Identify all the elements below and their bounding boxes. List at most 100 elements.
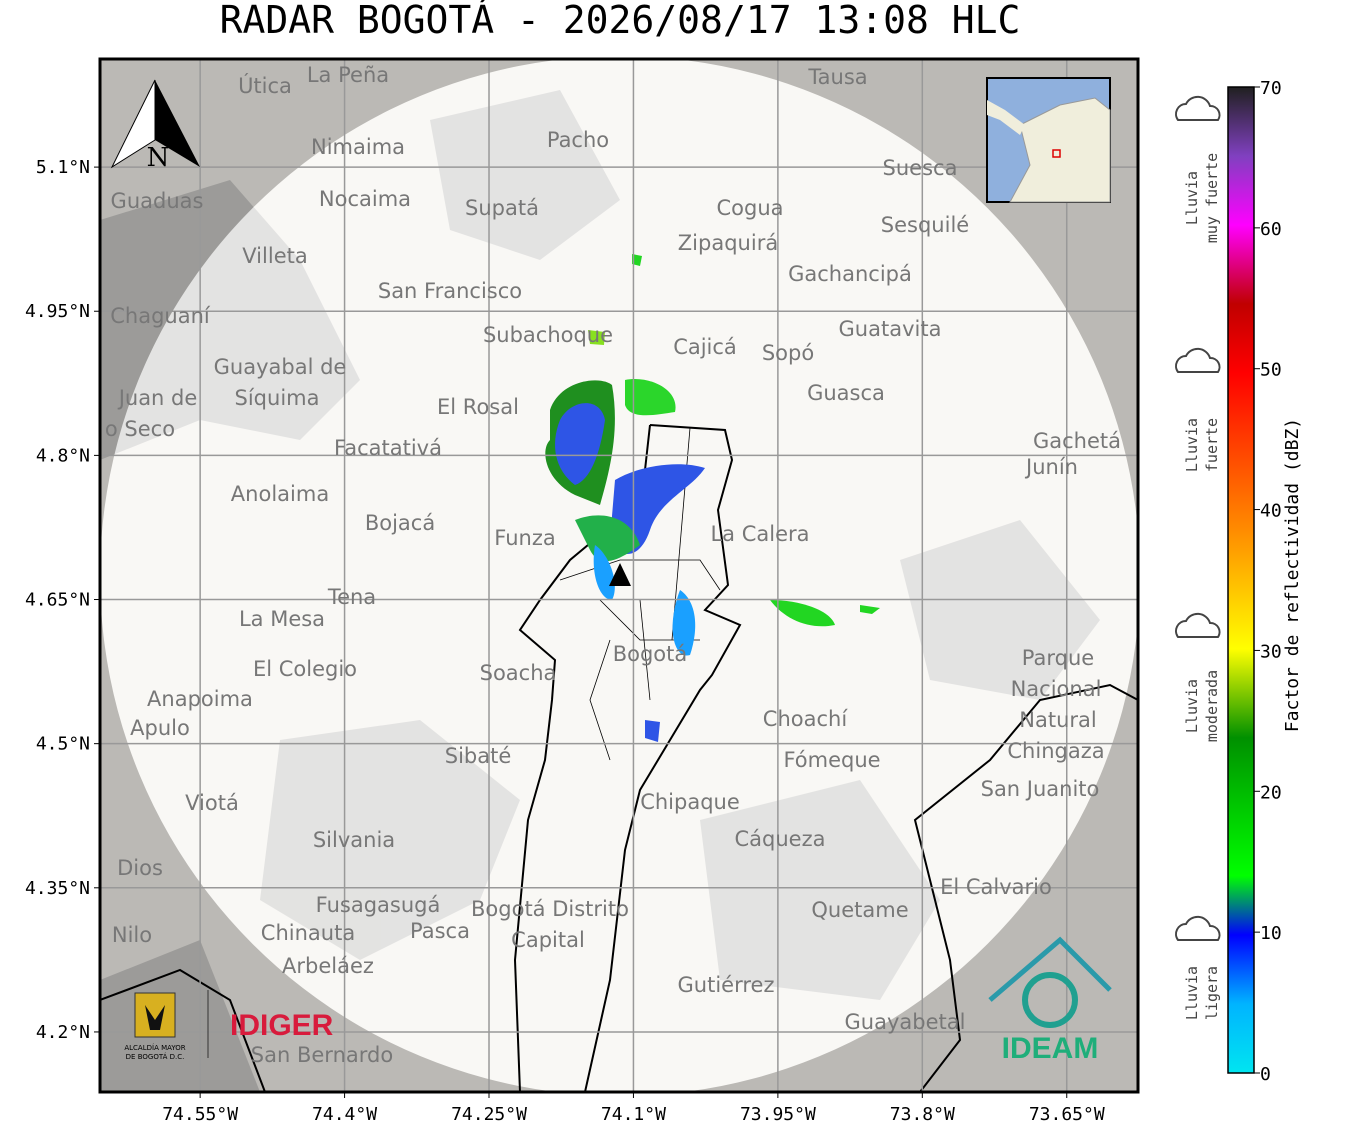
place-label: Fómeque: [783, 748, 880, 772]
place-label: Bojacá: [365, 511, 435, 535]
weather-icon: [1175, 612, 1221, 638]
place-label: Guaduas: [111, 189, 204, 213]
lon-tick-label: 73.95°W: [740, 1104, 816, 1125]
place-label: Parque: [1022, 646, 1094, 670]
axes: 5.1°N 4.95°N 4.8°N 4.65°N 4.5°N 4.35°N 4.2°N 74…: [25, 157, 1105, 1125]
place-label: San Juanito: [981, 777, 1100, 801]
place-label: Tena: [327, 585, 376, 609]
place-label: Gachancipá: [788, 262, 912, 286]
colorbar-bar: [1227, 86, 1255, 1074]
place-label: Nocaima: [319, 187, 411, 211]
place-label: Cáqueza: [735, 827, 826, 851]
place-label: Fusagasugá: [316, 893, 441, 917]
ideam-text: IDEAM: [1002, 1032, 1099, 1065]
place-label: Cogua: [716, 196, 783, 220]
place-label: El Calvario: [940, 875, 1052, 899]
inset-map: [986, 77, 1111, 203]
place-label: Guasca: [807, 381, 885, 405]
place-label: Funza: [494, 526, 555, 550]
graticule: [100, 59, 1138, 1092]
place-label: Viotá: [185, 791, 239, 815]
place-label: El Colegio: [253, 657, 357, 681]
colorbar-tick-label: 30: [1260, 641, 1282, 662]
alcaldia-line-2: DE BOGOTÁ D.C.: [126, 1052, 185, 1061]
place-label: o Seco: [105, 417, 175, 441]
place-label: Guayabal de: [214, 355, 347, 379]
lat-tick-label: 4.35°N: [25, 878, 90, 899]
place-label: Choachí: [763, 707, 849, 731]
colorbar-tick-label: 40: [1260, 501, 1282, 522]
place-label: Supatá: [465, 196, 539, 220]
colorbar-tick-label: 20: [1260, 782, 1282, 803]
place-label: Juan de: [117, 386, 198, 410]
place-label: Sesquilé: [881, 213, 969, 237]
place-label: Cajicá: [673, 335, 737, 359]
place-label: Bogotá: [613, 642, 688, 666]
place-label: Guatavita: [839, 317, 942, 341]
colorbar: Factor de reflectividad (dBZ) 0 10 20 30 40 5…: [1227, 78, 1303, 1085]
weather-icon: [1175, 915, 1221, 941]
place-label: Subachoque: [483, 323, 613, 347]
localities: [559, 427, 721, 761]
north-arrow: N: [110, 79, 200, 173]
title: RADAR BOGOTÁ - 2026/08/17 13:08 HLC: [220, 0, 1021, 42]
place-label: Capital: [511, 928, 585, 952]
lon-tick-label: 74.4°W: [312, 1104, 377, 1125]
place-label: Zipaquirá: [678, 231, 778, 255]
place-label: Gachetá: [1033, 429, 1121, 453]
alcaldia-logo: ALCALDÍA MAYOR DE BOGOTÁ D.C. IDIGER: [124, 990, 334, 1061]
place-label: Facatativá: [334, 436, 442, 460]
lon-tick-label: 74.25°W: [451, 1104, 527, 1125]
map-frame: [98, 57, 1140, 1094]
place-label: Nacional: [1011, 677, 1102, 701]
place-label: Pacho: [547, 128, 609, 152]
place-label: Pasca: [410, 919, 470, 943]
place-labels: La Peña Útica Tausa Pacho Nimaima Suesca Guadu…: [105, 63, 1121, 1067]
place-label: La Mesa: [239, 607, 325, 631]
colorbar-tick-label: 60: [1260, 219, 1282, 240]
place-label: Dios: [117, 856, 163, 880]
weather-icon: [1175, 347, 1221, 373]
rain-category: ligera: [1203, 966, 1221, 1020]
lat-tick-label: 5.1°N: [36, 157, 90, 178]
place-label: Villeta: [242, 244, 307, 268]
rain-category: moderada: [1203, 670, 1221, 742]
place-label: Chipaque: [640, 790, 740, 814]
place-label: Chinauta: [261, 921, 355, 945]
place-label: Síquima: [235, 386, 320, 410]
place-label: San Francisco: [378, 279, 522, 303]
colorbar-tick-label: 70: [1260, 78, 1282, 99]
place-label: Anolaima: [231, 482, 329, 506]
place-label: Silvania: [313, 828, 395, 852]
lon-tick-label: 74.1°W: [601, 1104, 666, 1125]
place-label: Guayabetal: [845, 1010, 966, 1034]
rain-category: Lluvia: [1183, 418, 1201, 472]
place-label: Sopó: [762, 341, 814, 365]
ideam-logo: IDEAM: [988, 936, 1112, 1065]
map: La Peña Útica Tausa Pacho Nimaima Suesca Guadu…: [100, 59, 1138, 1092]
lon-tick-label: 74.55°W: [162, 1104, 238, 1125]
place-label: Chingaza: [1007, 739, 1104, 763]
lon-tick-label: 73.65°W: [1029, 1104, 1105, 1125]
place-label: Útica: [238, 73, 292, 98]
radar-site: [609, 563, 631, 586]
lon-tick-label: 73.8°W: [890, 1104, 955, 1125]
place-label: Nilo: [112, 923, 152, 947]
place-label: Quetame: [811, 898, 908, 922]
lat-tick-label: 4.65°N: [25, 590, 90, 611]
rain-category: fuerte: [1203, 418, 1221, 472]
colorbar-tick-label: 10: [1260, 923, 1282, 944]
colorbar-tick-label: 50: [1260, 360, 1282, 381]
place-label: Soacha: [480, 661, 557, 685]
rain-category: muy fuerte: [1203, 153, 1221, 243]
place-label: La Calera: [710, 522, 809, 546]
lat-tick-label: 4.5°N: [36, 734, 90, 755]
place-label: Nimaima: [311, 135, 405, 159]
lat-tick-label: 4.95°N: [25, 301, 90, 322]
place-label: Sibaté: [445, 744, 512, 768]
north-label: N: [147, 143, 170, 173]
place-label: Tausa: [807, 65, 867, 89]
